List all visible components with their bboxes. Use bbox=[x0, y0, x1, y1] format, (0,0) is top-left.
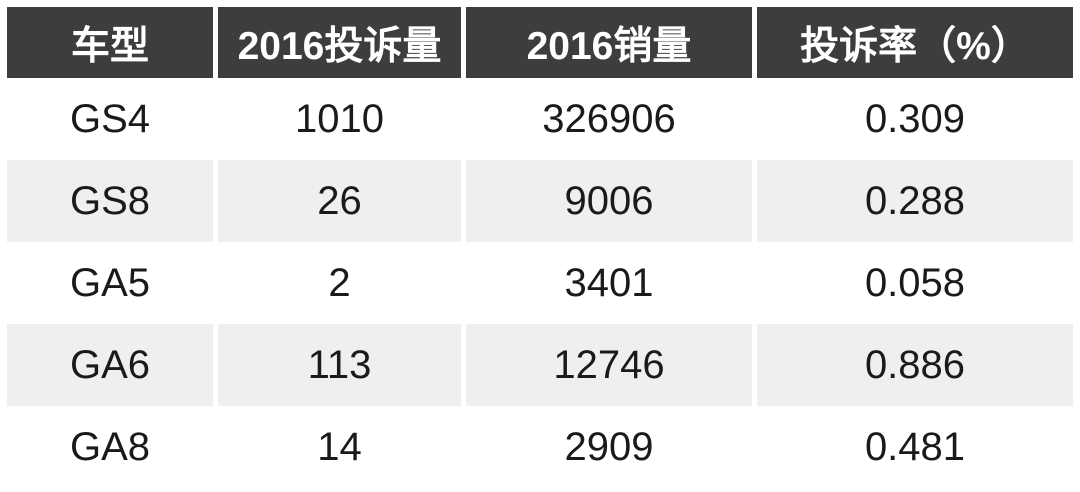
table-row: GS8 26 9006 0.288 bbox=[7, 160, 1073, 242]
cell-sales: 3401 bbox=[466, 242, 752, 324]
header-cell-complaint-rate: 投诉率（%） bbox=[757, 7, 1073, 78]
cell-complaints: 14 bbox=[218, 406, 461, 488]
header-cell-sales-2016: 2016销量 bbox=[466, 7, 752, 78]
table-row: GA6 113 12746 0.886 bbox=[7, 324, 1073, 406]
cell-sales: 9006 bbox=[466, 160, 752, 242]
cell-sales: 326906 bbox=[466, 78, 752, 160]
cell-sales: 2909 bbox=[466, 406, 752, 488]
cell-rate: 0.481 bbox=[757, 406, 1073, 488]
cell-rate: 0.886 bbox=[757, 324, 1073, 406]
cell-rate: 0.058 bbox=[757, 242, 1073, 324]
cell-complaints: 113 bbox=[218, 324, 461, 406]
cell-rate: 0.309 bbox=[757, 78, 1073, 160]
header-cell-complaints-2016: 2016投诉量 bbox=[218, 7, 461, 78]
cell-complaints: 26 bbox=[218, 160, 461, 242]
cell-model: GS4 bbox=[7, 78, 213, 160]
table-row: GA5 2 3401 0.058 bbox=[7, 242, 1073, 324]
table-row: GA8 14 2909 0.481 bbox=[7, 406, 1073, 488]
cell-sales: 12746 bbox=[466, 324, 752, 406]
cell-complaints: 2 bbox=[218, 242, 461, 324]
table-row: GS4 1010 326906 0.309 bbox=[7, 78, 1073, 160]
cell-complaints: 1010 bbox=[218, 78, 461, 160]
header-cell-model: 车型 bbox=[7, 7, 213, 78]
cell-model: GA8 bbox=[7, 406, 213, 488]
cell-model: GA5 bbox=[7, 242, 213, 324]
complaint-stats-table: 车型 2016投诉量 2016销量 投诉率（%） GS4 1010 326906… bbox=[2, 7, 1078, 488]
header-row: 车型 2016投诉量 2016销量 投诉率（%） bbox=[7, 7, 1073, 78]
cell-model: GA6 bbox=[7, 324, 213, 406]
cell-rate: 0.288 bbox=[757, 160, 1073, 242]
cell-model: GS8 bbox=[7, 160, 213, 242]
complaint-stats-table-wrap: 车型 2016投诉量 2016销量 投诉率（%） GS4 1010 326906… bbox=[2, 7, 1078, 488]
